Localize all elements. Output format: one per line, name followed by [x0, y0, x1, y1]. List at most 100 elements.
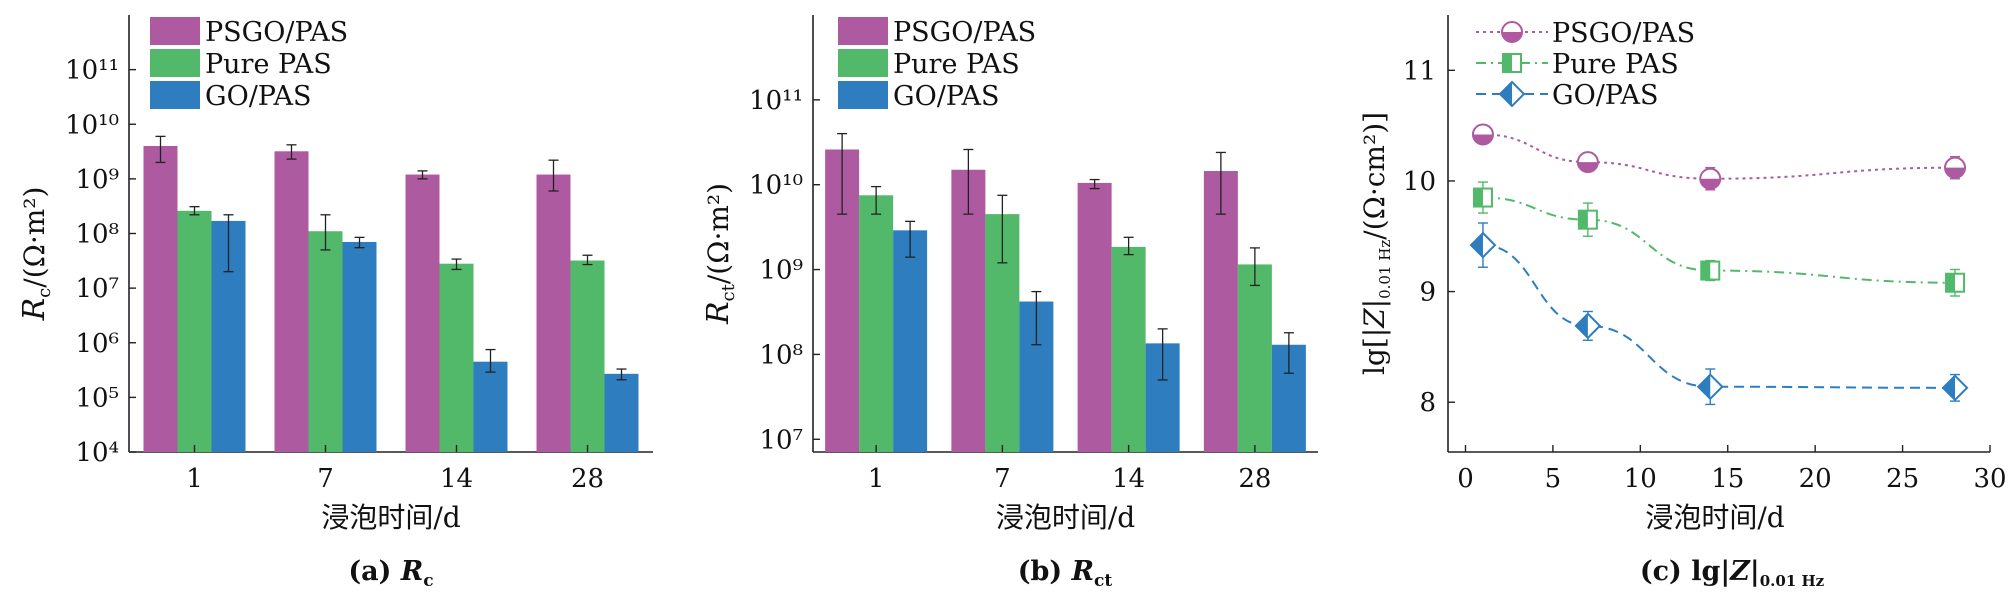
x-tick-label: 1 — [868, 464, 885, 494]
x-tick-label: 7 — [994, 464, 1011, 494]
legend-label: Pure PAS — [893, 49, 1020, 80]
marker-fill — [1470, 233, 1483, 258]
marker-fill — [1945, 167, 1966, 178]
series-line — [1482, 196, 1956, 284]
legend-item: Pure PAS — [1476, 49, 1679, 80]
legend-label: GO/PAS — [893, 81, 999, 112]
bar — [604, 373, 639, 452]
y-tick-label: 10⁸ — [75, 220, 119, 250]
legend-swatch — [838, 49, 888, 77]
y-tick-label: 10⁴ — [75, 438, 119, 468]
marker-fill — [1472, 134, 1493, 145]
marker-fill — [1502, 32, 1522, 42]
y-tick-label: 8 — [1419, 388, 1436, 418]
x-tick-label: 5 — [1545, 464, 1562, 494]
x-axis-title: 浸泡时间/d — [321, 501, 460, 534]
x-tick-label: 15 — [1711, 464, 1744, 494]
legend-item: GO/PAS — [1476, 80, 1658, 111]
x-tick-label: 0 — [1457, 464, 1474, 494]
bar — [1077, 182, 1112, 452]
legend-label: PSGO/PAS — [205, 17, 348, 48]
legend-item: PSGO/PAS — [1476, 18, 1695, 49]
bar — [536, 174, 571, 452]
bar — [570, 260, 605, 452]
y-tick-label: 10¹⁰ — [65, 110, 119, 140]
marker-fill — [1946, 273, 1956, 292]
legend-swatch — [150, 49, 200, 77]
marker-fill — [1943, 375, 1956, 400]
legend-swatch — [838, 81, 888, 109]
y-axis-title: Rc/(Ω·m²) — [17, 187, 55, 322]
marker-fill — [1698, 374, 1711, 399]
series-go-pas — [1469, 222, 1969, 406]
panel-caption: (a) Rc — [348, 556, 433, 591]
bar — [405, 174, 440, 452]
bar — [1203, 171, 1238, 452]
legend-label: PSGO/PAS — [893, 17, 1036, 48]
y-tick-label: 10¹⁰ — [749, 171, 803, 201]
bar — [951, 169, 986, 452]
marker-fill — [1577, 162, 1598, 173]
x-tick-label: 7 — [317, 464, 334, 494]
bar — [893, 230, 928, 452]
marker-fill — [1700, 178, 1721, 189]
legend-swatch — [150, 17, 200, 45]
bar — [308, 231, 343, 452]
y-tick-label: 10⁹ — [759, 256, 803, 286]
marker-fill — [1578, 210, 1588, 229]
y-tick-label: 10⁷ — [759, 425, 803, 455]
y-tick-label: 10¹¹ — [65, 56, 119, 86]
y-tick-label: 9 — [1419, 278, 1436, 308]
panel-caption: (b) Rct — [1018, 556, 1113, 591]
y-tick-label: 10⁸ — [759, 340, 803, 370]
legend-label: PSGO/PAS — [1552, 18, 1695, 49]
marker-fill — [1500, 82, 1512, 106]
y-tick-label: 10⁹ — [75, 165, 119, 195]
series-pure-pas — [1472, 181, 1966, 297]
y-axis-title: Rct/(Ω·m²) — [701, 183, 739, 325]
legend-label: Pure PAS — [205, 49, 332, 80]
y-tick-label: 10⁷ — [75, 274, 119, 304]
bar — [1111, 246, 1146, 452]
x-tick-label: 25 — [1886, 464, 1919, 494]
bar — [274, 151, 309, 452]
y-tick-label: 10¹¹ — [749, 86, 803, 116]
x-tick-label: 20 — [1799, 464, 1832, 494]
y-axis-title: lg[|Z|0.01 Hz/(Ω·cm²)] — [1358, 112, 1394, 375]
x-tick-label: 1 — [186, 464, 203, 494]
bar — [473, 361, 508, 452]
x-axis-title: 浸泡时间/d — [1645, 501, 1784, 534]
bar — [859, 195, 894, 452]
series-line — [1482, 133, 1956, 180]
legend-swatch — [150, 81, 200, 109]
legend-label: GO/PAS — [205, 81, 311, 112]
marker-fill — [1503, 54, 1512, 72]
bar-panel-a: 10⁴ 10⁵ 10⁶ 10⁷ 10⁸ 10⁹ 10¹⁰ 10¹¹ 1 7 14 28 PSGO/PAS… — [17, 15, 653, 591]
x-tick-label: 28 — [571, 464, 604, 494]
marker-fill — [1473, 188, 1483, 207]
x-tick-label: 30 — [1973, 464, 2006, 494]
x-tick-label: 14 — [440, 464, 473, 494]
series-psgo-pas — [1471, 123, 1967, 191]
bar — [342, 241, 377, 452]
legend-swatch — [838, 17, 888, 45]
marker-fill — [1701, 261, 1711, 280]
bar — [439, 263, 474, 452]
y-tick-label: 11 — [1403, 56, 1436, 86]
x-tick-label: 10 — [1624, 464, 1657, 494]
bar — [177, 210, 212, 452]
y-tick-label: 10 — [1403, 167, 1436, 197]
panel-caption: (c) lg|Z|0.01 Hz — [1640, 556, 1825, 590]
x-tick-label: 28 — [1238, 464, 1271, 494]
series-line — [1482, 244, 1956, 389]
y-tick-label: 10⁶ — [75, 329, 119, 359]
legend-label: Pure PAS — [1552, 49, 1679, 80]
bar — [143, 145, 178, 452]
bar — [1237, 264, 1272, 452]
y-tick-label: 10⁵ — [75, 383, 119, 413]
x-axis-title: 浸泡时间/d — [996, 501, 1135, 534]
x-tick-label: 14 — [1112, 464, 1145, 494]
